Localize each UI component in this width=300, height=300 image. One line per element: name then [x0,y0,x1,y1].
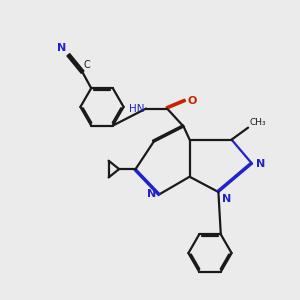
Text: N: N [147,189,156,199]
Text: O: O [187,96,196,106]
Text: C: C [84,60,91,70]
Text: N: N [222,194,231,203]
Text: CH₃: CH₃ [250,118,266,127]
Text: N: N [57,43,66,53]
Text: HN: HN [129,103,145,113]
Text: N: N [256,159,265,169]
